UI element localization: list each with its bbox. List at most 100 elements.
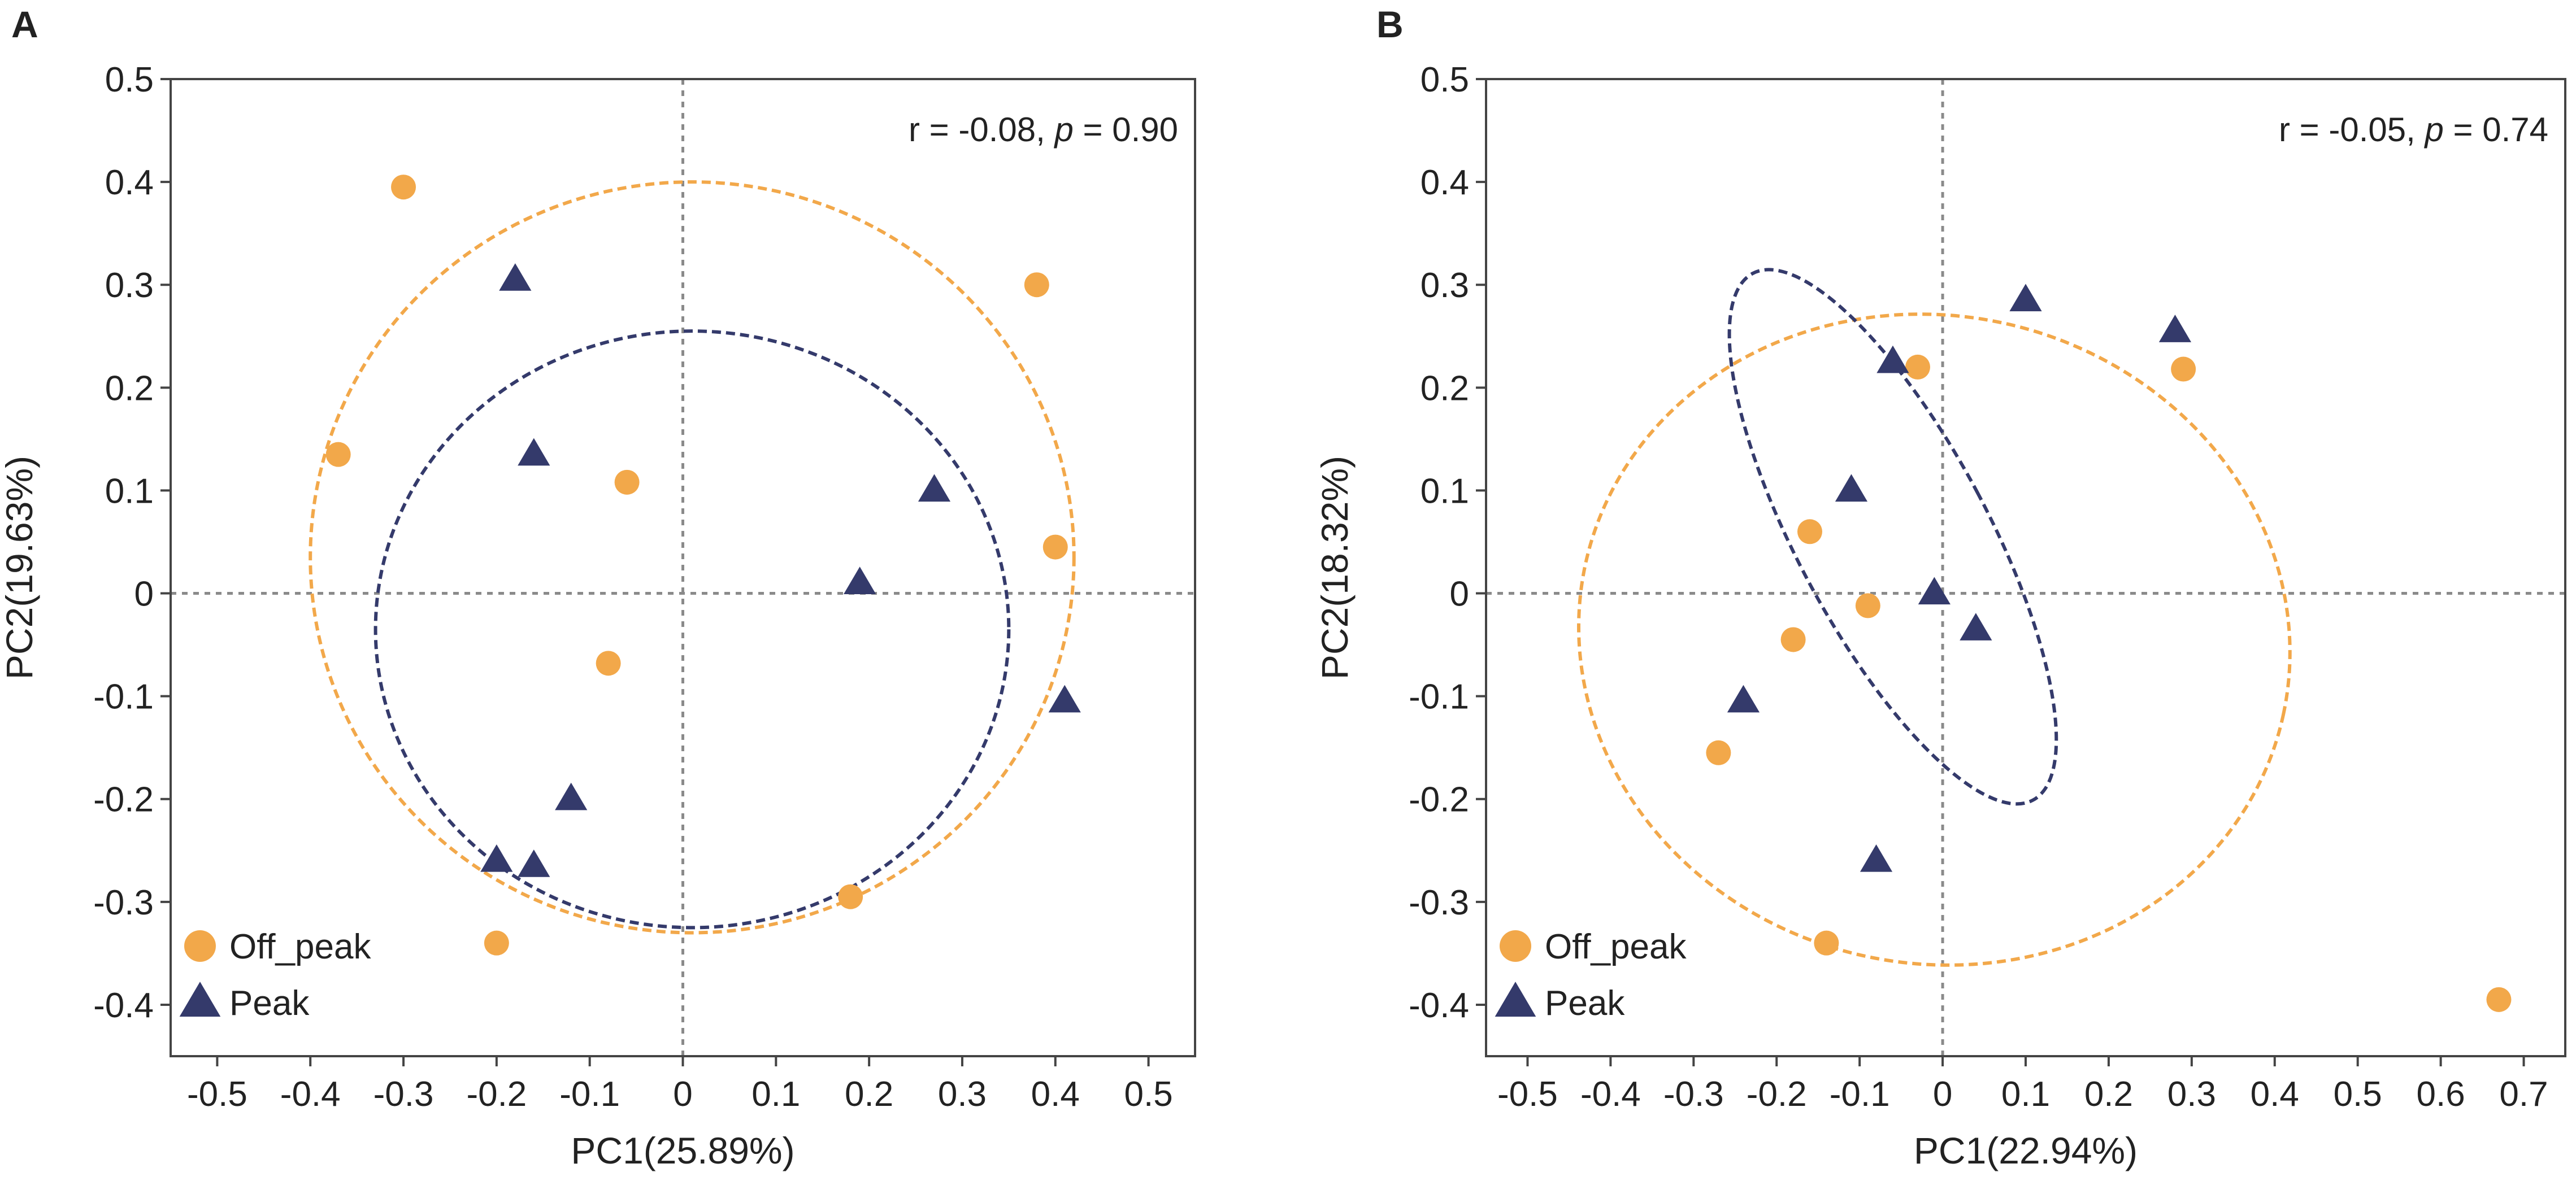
x-tick-label: 0.2 bbox=[845, 1075, 893, 1114]
legend-off-peak-label: Off_peak bbox=[1545, 927, 1687, 966]
point-peak bbox=[2009, 284, 2042, 312]
legend-peak-marker bbox=[1495, 982, 1536, 1017]
x-tick-label: -0.5 bbox=[187, 1075, 247, 1114]
ellipse-peak bbox=[373, 329, 1011, 930]
ellipse-off-peak bbox=[1577, 312, 2292, 967]
point-off-peak bbox=[484, 930, 509, 956]
statistic-annotation: r = -0.05, p = 0.74 bbox=[2279, 111, 2548, 149]
x-tick-label: -0.1 bbox=[1830, 1075, 1890, 1114]
y-tick-label: -0.1 bbox=[1409, 678, 1469, 717]
point-off-peak bbox=[1905, 354, 1930, 380]
point-peak bbox=[1727, 685, 1760, 713]
x-tick-label: 0.7 bbox=[2499, 1075, 2548, 1114]
y-tick-label: 0.5 bbox=[1421, 60, 1469, 99]
point-peak bbox=[918, 474, 951, 502]
point-peak bbox=[1960, 613, 1992, 640]
y-axis-title: PC2(19.63%) bbox=[0, 456, 40, 679]
x-tick-label: -0.1 bbox=[559, 1075, 620, 1114]
y-tick-label: 0.2 bbox=[105, 369, 154, 408]
point-peak bbox=[555, 782, 588, 810]
x-tick-label: -0.5 bbox=[1497, 1075, 1558, 1114]
y-tick-label: -0.2 bbox=[1409, 781, 1469, 820]
legend-off-peak-label: Off_peak bbox=[229, 927, 371, 966]
legend-peak-label: Peak bbox=[229, 984, 310, 1023]
x-tick-label: -0.4 bbox=[1580, 1075, 1641, 1114]
x-axis-title: PC1(22.94%) bbox=[1914, 1130, 2138, 1171]
legend-off-peak-marker bbox=[184, 930, 216, 962]
point-off-peak bbox=[596, 651, 621, 676]
statistic-p-symbol: p bbox=[2423, 111, 2443, 149]
point-peak bbox=[1918, 577, 1951, 605]
point-peak bbox=[1835, 474, 1868, 502]
y-tick-label: -0.1 bbox=[93, 678, 154, 717]
panel-letter: B bbox=[1376, 3, 1404, 45]
point-peak bbox=[1860, 844, 1893, 872]
x-tick-label: 0.4 bbox=[1031, 1075, 1080, 1114]
statistic-suffix: = 0.74 bbox=[2444, 111, 2548, 149]
y-tick-label: -0.2 bbox=[93, 781, 154, 820]
legend-peak-marker bbox=[179, 982, 221, 1017]
x-tick-label: -0.4 bbox=[280, 1075, 341, 1114]
y-tick-label: -0.4 bbox=[93, 986, 154, 1025]
x-tick-label: 0 bbox=[673, 1075, 692, 1114]
x-tick-label: 0.3 bbox=[2167, 1075, 2216, 1114]
x-tick-label: -0.2 bbox=[1747, 1075, 1807, 1114]
y-tick-label: 0 bbox=[1450, 575, 1469, 614]
point-off-peak bbox=[1780, 627, 1806, 652]
y-tick-label: -0.4 bbox=[1409, 986, 1469, 1025]
point-peak bbox=[1876, 345, 1909, 373]
x-axis-title: PC1(25.89%) bbox=[571, 1130, 794, 1171]
statistic-prefix: r = -0.08, bbox=[909, 111, 1054, 149]
statistic-prefix: r = -0.05, bbox=[2279, 111, 2425, 149]
x-tick-label: 0.3 bbox=[938, 1075, 987, 1114]
ellipse-peak bbox=[1727, 268, 2058, 806]
point-peak bbox=[480, 844, 513, 872]
point-off-peak bbox=[1706, 740, 1731, 765]
y-tick-label: 0 bbox=[134, 575, 154, 614]
x-tick-label: 0.5 bbox=[1124, 1075, 1172, 1114]
point-peak bbox=[1048, 685, 1081, 713]
x-tick-label: 0.6 bbox=[2417, 1075, 2465, 1114]
point-peak bbox=[518, 849, 550, 877]
y-tick-label: 0.3 bbox=[105, 266, 154, 305]
panel-a: A -0.5 -0.4 -0.3 -0.2 -0.1 0 0.1 0.2 0.3 0.4 0.5 0.5… bbox=[0, 3, 1196, 1171]
y-tick-label: 0.1 bbox=[1421, 472, 1469, 511]
statistic-p-symbol: p bbox=[1053, 111, 1073, 149]
point-off-peak bbox=[391, 175, 416, 200]
statistic-annotation: r = -0.08, p = 0.90 bbox=[909, 111, 1178, 149]
panel-b: B -0.5 -0.4 -0.3 -0.2 -0.1 0 0.1 0.2 0.3 0.4 0.5 0.6… bbox=[1314, 3, 2566, 1171]
y-tick-label: 0.1 bbox=[105, 472, 154, 511]
point-off-peak bbox=[2171, 356, 2196, 382]
statistic-suffix: = 0.90 bbox=[1074, 111, 1178, 149]
point-peak bbox=[2158, 315, 2192, 342]
x-tick-label: 0.1 bbox=[751, 1075, 800, 1114]
x-tick-label: -0.3 bbox=[1663, 1075, 1724, 1114]
y-tick-label: 0.3 bbox=[1421, 266, 1469, 305]
x-tick-label: 0.5 bbox=[2334, 1075, 2382, 1114]
ellipse-off-peak bbox=[309, 180, 1076, 935]
point-off-peak bbox=[1797, 519, 1822, 544]
y-tick-label: 0.2 bbox=[1421, 369, 1469, 408]
x-tick-label: -0.2 bbox=[466, 1075, 527, 1114]
x-tick-label: 0.4 bbox=[2251, 1075, 2299, 1114]
x-tick-label: 0.1 bbox=[2001, 1075, 2050, 1114]
y-tick-label: 0.4 bbox=[105, 163, 154, 202]
legend-off-peak-marker bbox=[1500, 930, 1531, 962]
point-off-peak bbox=[2486, 987, 2512, 1012]
y-tick-label: 0.4 bbox=[1421, 163, 1469, 202]
point-peak bbox=[844, 566, 876, 594]
plot-frame bbox=[1485, 78, 2566, 1057]
point-off-peak bbox=[1024, 272, 1049, 298]
point-off-peak bbox=[1814, 930, 1839, 956]
y-tick-label: -0.3 bbox=[93, 883, 154, 922]
point-off-peak bbox=[614, 469, 640, 495]
panel-letter: A bbox=[11, 3, 38, 45]
legend-peak-label: Peak bbox=[1545, 984, 1625, 1023]
point-off-peak bbox=[838, 884, 863, 909]
point-off-peak bbox=[1042, 534, 1068, 560]
x-tick-label: 0 bbox=[1933, 1075, 1952, 1114]
point-peak bbox=[518, 438, 550, 466]
y-tick-label: 0.5 bbox=[105, 60, 154, 99]
x-tick-label: -0.3 bbox=[373, 1075, 434, 1114]
